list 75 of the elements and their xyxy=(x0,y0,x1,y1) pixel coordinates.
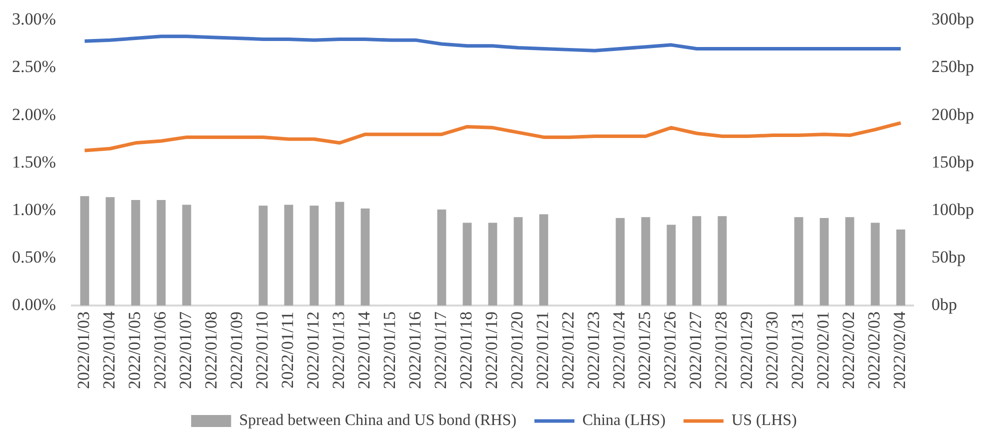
x-tick-label: 2022/01/05 xyxy=(125,312,144,390)
bar xyxy=(870,222,880,306)
bar xyxy=(896,229,906,306)
bar xyxy=(437,209,446,306)
bar xyxy=(310,206,319,306)
x-tick-label: 2022/01/10 xyxy=(252,312,272,390)
bar xyxy=(718,216,727,306)
bar xyxy=(692,216,702,306)
x-tick-label: 2022/01/16 xyxy=(406,312,425,390)
y2-tick-label: 100bp xyxy=(932,200,974,219)
x-tick-label: 2022/01/28 xyxy=(712,312,731,390)
bar xyxy=(794,217,804,306)
x-tick-label: 2022/01/17 xyxy=(431,311,450,390)
x-tick-label: 2022/02/03 xyxy=(864,312,884,390)
x-tick-label: 2022/01/30 xyxy=(762,312,782,390)
x-tick-label: 2022/01/11 xyxy=(278,312,298,388)
x-tick-label: 2022/01/21 xyxy=(533,312,552,390)
y-tick-label: 0.00% xyxy=(12,295,56,314)
y-tick-label: 1.50% xyxy=(12,152,56,172)
x-tick-label: 2022/01/26 xyxy=(660,312,680,390)
x-tick-label: 2022/01/07 xyxy=(176,311,196,390)
bar xyxy=(820,218,829,306)
x-tick-label: 2022/01/03 xyxy=(74,312,94,390)
y2-tick-label: 150bp xyxy=(932,152,974,172)
bar xyxy=(80,196,90,306)
legend-label: US (LHS) xyxy=(732,412,797,430)
y2-tick-label: 200bp xyxy=(932,104,974,124)
x-tick-label: 2022/02/01 xyxy=(814,312,833,390)
bar xyxy=(488,222,498,306)
bar xyxy=(845,217,854,306)
bar xyxy=(666,224,676,306)
y-tick-label: 2.50% xyxy=(12,57,56,76)
x-tick-label: 2022/01/06 xyxy=(150,312,170,390)
x-tick-label: 2022/01/14 xyxy=(354,311,374,390)
bar xyxy=(641,217,650,306)
y2-tick-label: 250bp xyxy=(932,57,974,76)
bar xyxy=(335,202,344,306)
x-tick-label: 2022/01/13 xyxy=(329,312,348,390)
x-tick-label: 2022/01/23 xyxy=(584,312,604,390)
bar xyxy=(156,200,166,306)
x-tick-label: 2022/02/02 xyxy=(839,312,858,390)
bar xyxy=(131,200,140,306)
x-tick-label: 2022/01/20 xyxy=(508,312,527,390)
bar xyxy=(616,218,625,306)
x-tick-label: 2022/01/18 xyxy=(456,312,476,390)
bar xyxy=(182,204,192,306)
legend-label: China (LHS) xyxy=(582,412,666,430)
x-tick-label: 2022/01/24 xyxy=(610,311,629,390)
x-tick-label: 2022/01/27 xyxy=(686,311,706,390)
bar xyxy=(258,206,268,306)
bar xyxy=(539,214,548,306)
x-tick-label: 2022/01/25 xyxy=(635,312,654,390)
y-tick-label: 3.00% xyxy=(12,10,56,29)
x-tick-label: 2022/01/29 xyxy=(737,312,756,390)
bar xyxy=(514,217,523,306)
y-tick-label: 1.00% xyxy=(12,200,56,219)
legend-label: Spread between China and US bond (RHS) xyxy=(239,412,516,430)
bar xyxy=(106,197,115,306)
y2-tick-label: 0bp xyxy=(932,295,957,314)
x-tick-label: 2022/01/19 xyxy=(482,312,502,390)
x-tick-label: 2022/01/31 xyxy=(788,312,808,390)
y2-tick-label: 300bp xyxy=(932,10,974,29)
y2-tick-label: 50bp xyxy=(932,247,966,266)
x-tick-label: 2022/01/08 xyxy=(202,312,221,390)
bar xyxy=(284,204,294,306)
bar xyxy=(462,222,472,306)
x-tick-label: 2022/01/04 xyxy=(100,311,119,390)
y-tick-label: 0.50% xyxy=(12,247,56,266)
x-tick-label: 2022/01/12 xyxy=(304,312,323,390)
x-tick-label: 2022/01/22 xyxy=(558,312,578,390)
x-tick-label: 2022/01/15 xyxy=(380,312,400,390)
bar xyxy=(360,208,370,306)
x-tick-label: 2022/02/04 xyxy=(890,311,910,390)
y-tick-label: 2.00% xyxy=(12,104,56,124)
x-tick-label: 2022/01/09 xyxy=(227,312,246,390)
